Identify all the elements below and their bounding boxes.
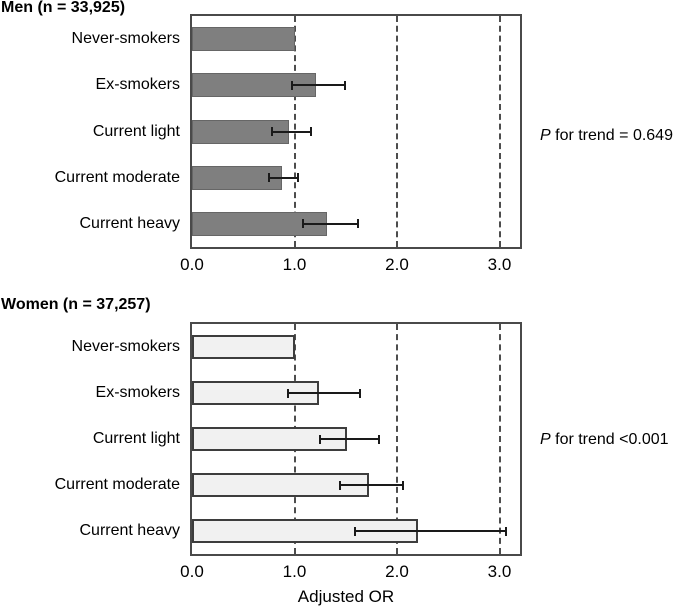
error-bar-current-heavy — [353, 526, 507, 536]
x-tick-0.0: 0.0 — [180, 562, 204, 581]
p-trend-text: for trend = 0.649 — [550, 127, 673, 144]
error-cap-right-current-moderate — [296, 173, 299, 183]
men-plot-area — [190, 14, 522, 249]
error-cap-left-current-light — [270, 127, 273, 136]
error-cap-left-current-light — [319, 434, 322, 444]
p-trend-text: for trend <0.001 — [550, 431, 669, 448]
error-cap-right-current-heavy — [504, 526, 507, 536]
men-p-for-trend: P for trend = 0.649 — [540, 127, 673, 145]
error-cap-left-ex-smokers — [291, 80, 294, 90]
x-tick-3.0: 3.0 — [487, 255, 512, 274]
gridline-2 — [396, 16, 398, 247]
error-cap-left-ex-smokers — [287, 388, 290, 398]
x-tick-0.0: 0.0 — [180, 255, 204, 274]
error-bar-ex-smokers — [287, 388, 362, 398]
error-cap-right-current-heavy — [357, 219, 360, 229]
gridline-3 — [498, 16, 501, 247]
men-x-axis: 0.0 1.0 2.0 3.0 — [180, 255, 522, 275]
x-tick-1.0: 1.0 — [282, 562, 307, 581]
bar-never-smokers — [192, 27, 295, 52]
women-x-axis: 0.0 1.0 2.0 3.0 — [180, 562, 522, 582]
women-panel-title: Women (n = 37,257) — [1, 296, 151, 313]
error-bar-current-light — [270, 127, 312, 136]
x-axis-title: Adjusted OR — [297, 587, 395, 606]
category-label-ex-smokers: Ex-smokers — [95, 384, 180, 401]
p-symbol: P — [540, 431, 551, 448]
error-cap-right-current-moderate — [402, 480, 405, 490]
men-panel-title: Men (n = 33,925) — [1, 0, 126, 16]
x-tick-3.0: 3.0 — [487, 562, 512, 581]
category-label-current-light: Current light — [92, 430, 180, 447]
error-cap-right-ex-smokers — [343, 80, 346, 90]
category-label-current-heavy: Current heavy — [79, 214, 181, 232]
category-label-current-moderate: Current moderate — [54, 476, 180, 493]
error-cap-left-current-moderate — [267, 173, 270, 183]
error-bar-ex-smokers — [291, 80, 346, 90]
gridline-2 — [396, 324, 398, 554]
category-label-current-light: Current light — [92, 122, 180, 140]
error-cap-right-ex-smokers — [359, 388, 362, 398]
error-cap-right-current-light — [309, 127, 312, 136]
category-label-current-heavy: Current heavy — [79, 522, 181, 539]
women-p-for-trend: P for trend <0.001 — [540, 431, 669, 449]
bar-never-smokers — [192, 335, 295, 359]
error-bar-current-light — [319, 434, 380, 444]
category-label-ex-smokers: Ex-smokers — [95, 76, 180, 94]
bar-ex-smokers — [192, 381, 320, 405]
men-category-labels: Never-smokers Ex-smokers Current light Curr… — [0, 14, 180, 249]
error-cap-left-current-moderate — [338, 480, 341, 490]
x-tick-1.0: 1.0 — [282, 255, 307, 274]
bar-current-moderate — [192, 165, 283, 190]
category-label-never-smokers: Never-smokers — [71, 30, 180, 48]
x-tick-2.0: 2.0 — [385, 562, 409, 581]
women-plot-area — [190, 322, 522, 556]
x-tick-2.0: 2.0 — [385, 255, 409, 274]
error-bar-current-heavy — [301, 219, 360, 229]
error-cap-right-current-light — [377, 434, 380, 444]
error-bar-current-moderate — [338, 480, 405, 490]
category-label-never-smokers: Never-smokers — [71, 338, 180, 355]
gridline-3 — [498, 324, 501, 554]
category-label-current-moderate: Current moderate — [54, 168, 180, 186]
error-cap-left-current-heavy — [353, 526, 356, 536]
error-bar-current-moderate — [267, 173, 299, 183]
error-cap-left-current-heavy — [301, 219, 304, 229]
women-category-labels: Never-smokers Ex-smokers Current light Curr… — [0, 322, 180, 556]
p-symbol: P — [540, 127, 551, 144]
